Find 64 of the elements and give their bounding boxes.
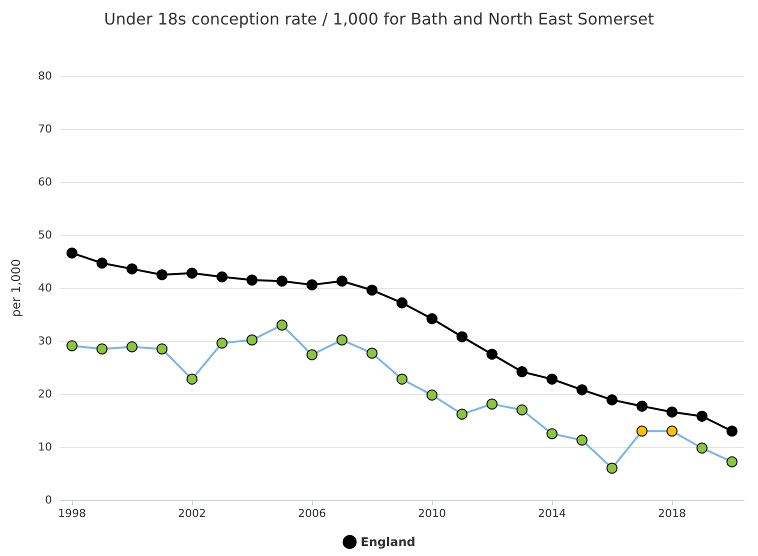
point: [546, 428, 558, 440]
point: [246, 274, 258, 286]
point: [396, 297, 408, 308]
point: [186, 268, 198, 279]
legend-label: England: [360, 535, 416, 549]
point: [306, 349, 318, 360]
point: [726, 456, 738, 468]
point: [636, 426, 648, 437]
y-tick-label: 30: [38, 334, 52, 348]
y-tick-label: 20: [38, 388, 52, 400]
point: [576, 434, 588, 446]
point: [696, 442, 708, 454]
y-tick-label: 40: [38, 282, 52, 294]
point: [156, 269, 168, 280]
point: [246, 334, 258, 346]
y-tick-label: 70: [38, 122, 52, 136]
y-tick-label: 50: [38, 228, 52, 242]
point: [546, 374, 558, 385]
point: [456, 408, 468, 420]
point: [576, 384, 588, 396]
point: [126, 341, 138, 352]
point: [666, 406, 678, 418]
point: [96, 343, 108, 354]
point: [66, 340, 78, 352]
point: [666, 426, 678, 437]
chart-title: Under 18s conception rate / 1,000 for Bath and North East Somerset: [104, 10, 654, 28]
point: [516, 366, 528, 378]
point: [726, 426, 738, 437]
y-axis-title: per 1,000: [9, 258, 23, 318]
point: [276, 276, 288, 287]
point: [186, 374, 198, 385]
y-tick-label: 0: [45, 494, 52, 506]
point: [126, 263, 138, 274]
point: [96, 258, 108, 269]
point: [216, 271, 228, 282]
point: [396, 374, 408, 385]
point: [336, 276, 348, 287]
point: [366, 348, 378, 359]
point: [366, 284, 378, 296]
point: [486, 398, 498, 410]
point: [156, 343, 168, 354]
x-tick-label: 1998: [58, 507, 86, 520]
x-tick-label: 2006: [298, 507, 326, 520]
point: [456, 331, 468, 342]
point: [606, 394, 618, 406]
x-tick-label: 2010: [418, 507, 446, 520]
x-tick-label: 2014: [538, 507, 566, 520]
point: [426, 313, 438, 324]
point: [306, 279, 318, 290]
point: [426, 390, 438, 401]
point: [336, 334, 348, 346]
point: [636, 400, 648, 412]
point: [516, 404, 528, 416]
point: [606, 462, 618, 474]
point: [486, 348, 498, 360]
point: [66, 248, 78, 259]
point: [276, 320, 288, 331]
y-tick-label: 10: [38, 440, 52, 454]
x-tick-label: 2018: [658, 507, 686, 520]
y-tick-label: 60: [38, 176, 52, 188]
x-tick-label: 2002: [178, 507, 206, 520]
point: [696, 410, 708, 422]
point: [216, 338, 228, 349]
y-tick-label: 80: [38, 70, 52, 82]
